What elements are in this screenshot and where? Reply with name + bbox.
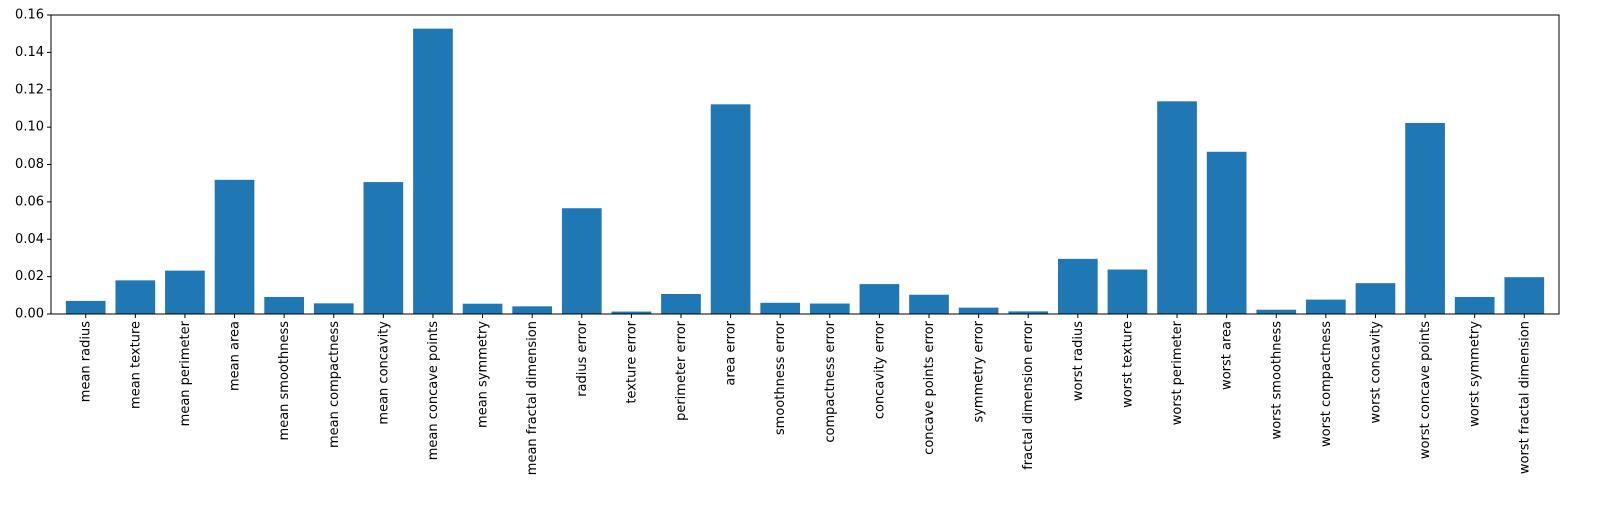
x-tick-label: worst fractal dimension — [1517, 321, 1532, 474]
x-tick-label: worst compactness — [1319, 321, 1334, 447]
x-tick-label: worst area — [1220, 321, 1235, 390]
x-tick-label: compactness error — [823, 320, 838, 442]
x-tick-label: worst symmetry — [1468, 321, 1483, 427]
x-tick-label: mean symmetry — [476, 321, 491, 428]
x-axis: mean radius mean texture mean perimeter mea… — [79, 314, 1532, 475]
bar-concavity-error — [859, 284, 900, 314]
bar-mean-perimeter — [165, 270, 205, 314]
x-tick-label: mean compactness — [327, 321, 342, 448]
x-tick-label: worst smoothness — [1269, 321, 1284, 440]
bar-worst-area — [1206, 151, 1247, 314]
x-tick-label: mean concave points — [426, 321, 441, 460]
bar-worst-compactness — [1306, 299, 1346, 314]
bar-mean-smoothness — [264, 296, 304, 314]
bar-symmetry-error — [958, 307, 999, 314]
y-tick-label: 0.06 — [15, 194, 44, 209]
x-tick-label: mean area — [228, 321, 243, 391]
x-tick-label: mean concavity — [376, 321, 391, 425]
bar-mean-symmetry — [462, 303, 503, 314]
bar-area-error — [710, 104, 751, 314]
bar-worst-smoothness — [1256, 309, 1297, 314]
bar-worst-perimeter — [1157, 101, 1197, 315]
bar-mean-compactness — [313, 303, 354, 314]
bar-mean-area — [214, 179, 255, 314]
x-tick-label: mean smoothness — [277, 321, 292, 441]
y-tick-label: 0.10 — [15, 120, 44, 135]
bar-compactness-error — [809, 303, 850, 314]
plot-frame — [50, 14, 1560, 315]
x-tick-label: worst texture — [1120, 321, 1135, 408]
x-tick-label: area error — [724, 320, 739, 385]
x-tick-label: worst concavity — [1368, 321, 1383, 424]
x-tick-label: concavity error — [872, 320, 887, 419]
y-tick-label: 0.16 — [15, 8, 44, 23]
y-axis: 0.00 0.02 0.04 0.06 0.08 0.10 0.12 0.14 0.16 — [15, 8, 51, 322]
bar-worst-concave-points — [1405, 123, 1445, 314]
x-tick-label: worst perimeter — [1170, 320, 1185, 425]
bar-perimeter-error — [661, 294, 701, 314]
x-tick-label: worst concave points — [1418, 321, 1433, 459]
y-tick-label: 0.12 — [15, 82, 44, 97]
x-tick-label: mean texture — [128, 321, 143, 409]
x-tick-label: mean radius — [79, 321, 94, 402]
y-tick-label: 0.04 — [15, 232, 44, 247]
x-tick-label: perimeter error — [674, 320, 689, 421]
x-tick-label: radius error — [575, 320, 590, 396]
bar-radius-error — [561, 208, 602, 314]
bar-worst-concavity — [1355, 283, 1396, 314]
bar-texture-error — [611, 311, 652, 314]
x-tick-label: mean fractal dimension — [525, 321, 540, 475]
bar-smoothness-error — [760, 302, 801, 314]
y-tick-label: 0.08 — [15, 157, 44, 172]
x-tick-label: worst radius — [1071, 321, 1086, 401]
bars-group — [65, 28, 1545, 315]
y-tick-label: 0.00 — [15, 307, 44, 322]
bar-worst-fractal-dimension — [1504, 277, 1545, 314]
bar-mean-radius — [65, 300, 106, 314]
bar-fractal-dimension-error — [1008, 311, 1049, 314]
bar-mean-texture — [115, 280, 156, 314]
x-tick-label: concave points error — [922, 320, 937, 454]
bar-concave-points-error — [909, 294, 949, 314]
bar-mean-fractal-dimension — [512, 306, 553, 314]
x-tick-label: fractal dimension error — [1021, 320, 1036, 469]
x-tick-label: mean perimeter — [178, 320, 193, 426]
bar-mean-concavity — [363, 182, 404, 314]
bar-mean-concave-points — [413, 28, 453, 314]
bar-worst-radius — [1057, 258, 1098, 314]
y-tick-label: 0.14 — [15, 45, 44, 60]
x-tick-label: texture error — [624, 320, 639, 403]
x-tick-label: symmetry error — [972, 320, 987, 422]
x-tick-label: smoothness error — [773, 320, 788, 435]
bar-worst-symmetry — [1454, 296, 1495, 314]
bar-worst-texture — [1107, 269, 1148, 314]
y-tick-label: 0.02 — [15, 269, 44, 284]
